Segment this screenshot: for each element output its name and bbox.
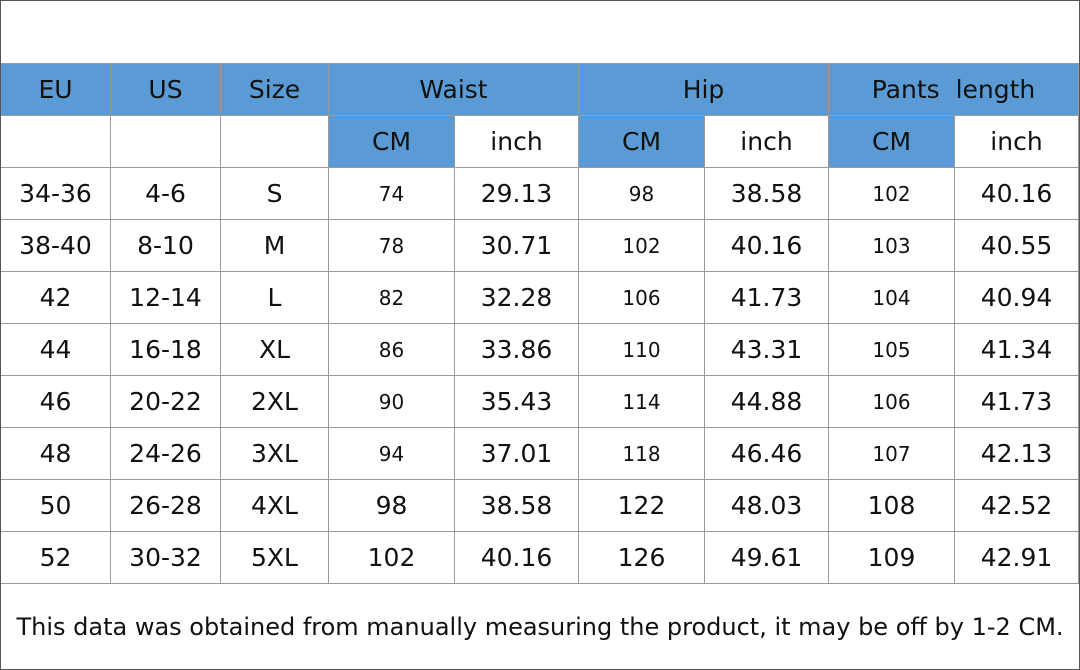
- table-cell: 2XL: [221, 376, 329, 428]
- table-cell: 40.94: [955, 272, 1079, 324]
- table-cell: 8-10: [111, 220, 221, 272]
- table-cell: 86: [329, 324, 455, 376]
- table-cell: 82: [329, 272, 455, 324]
- table-cell: 4-6: [111, 168, 221, 220]
- table-cell: 32.28: [455, 272, 579, 324]
- table-cell: 98: [579, 168, 705, 220]
- table-cell: 52: [1, 532, 111, 584]
- unit-header: inch: [455, 116, 579, 168]
- unit-header: CM: [579, 116, 705, 168]
- table-cell: 46: [1, 376, 111, 428]
- table-cell: 50: [1, 480, 111, 532]
- unit-header: CM: [329, 116, 455, 168]
- table-cell: 109: [829, 532, 955, 584]
- table-cell: 108: [829, 480, 955, 532]
- table-cell: 24-26: [111, 428, 221, 480]
- table-cell: 44.88: [705, 376, 829, 428]
- table-cell: 12-14: [111, 272, 221, 324]
- table-cell: 126: [579, 532, 705, 584]
- table-cell: 102: [579, 220, 705, 272]
- measurement-note: This data was obtained from manually mea…: [16, 612, 1064, 641]
- table-cell: 42.91: [955, 532, 1079, 584]
- table-cell: 114: [579, 376, 705, 428]
- column-header: Hip: [579, 64, 829, 116]
- table-cell: 30-32: [111, 532, 221, 584]
- table-cell: 74: [329, 168, 455, 220]
- table-cell: 102: [829, 168, 955, 220]
- empty-cell: [111, 116, 221, 168]
- table-cell: 103: [829, 220, 955, 272]
- column-header: Waist: [329, 64, 579, 116]
- unit-header: CM: [829, 116, 955, 168]
- empty-cell: [221, 116, 329, 168]
- table-cell: 40.16: [455, 532, 579, 584]
- table-cell: 90: [329, 376, 455, 428]
- table-cell: 110: [579, 324, 705, 376]
- table-cell: S: [221, 168, 329, 220]
- column-header: Pants length: [829, 64, 1079, 116]
- table-cell: 38.58: [455, 480, 579, 532]
- table-cell: 44: [1, 324, 111, 376]
- table-cell: 106: [579, 272, 705, 324]
- table-cell: 46.46: [705, 428, 829, 480]
- table-cell: 102: [329, 532, 455, 584]
- column-header: Size: [221, 64, 329, 116]
- unit-header: inch: [705, 116, 829, 168]
- table-cell: 104: [829, 272, 955, 324]
- table-cell: 49.61: [705, 532, 829, 584]
- top-band: [1, 1, 1079, 64]
- table-cell: 5XL: [221, 532, 329, 584]
- table-cell: 20-22: [111, 376, 221, 428]
- table-cell: 105: [829, 324, 955, 376]
- table-cell: 26-28: [111, 480, 221, 532]
- table-cell: 42: [1, 272, 111, 324]
- table-cell: M: [221, 220, 329, 272]
- table-cell: 106: [829, 376, 955, 428]
- table-cell: 107: [829, 428, 955, 480]
- table-cell: 41.73: [705, 272, 829, 324]
- table-cell: 37.01: [455, 428, 579, 480]
- table-cell: 33.86: [455, 324, 579, 376]
- table-cell: 30.71: [455, 220, 579, 272]
- table-cell: 29.13: [455, 168, 579, 220]
- table-cell: 40.55: [955, 220, 1079, 272]
- table-cell: 38-40: [1, 220, 111, 272]
- column-header: EU: [1, 64, 111, 116]
- table-cell: 41.73: [955, 376, 1079, 428]
- table-cell: 98: [329, 480, 455, 532]
- table-cell: 122: [579, 480, 705, 532]
- empty-cell: [1, 116, 111, 168]
- table-cell: 41.34: [955, 324, 1079, 376]
- table-cell: 43.31: [705, 324, 829, 376]
- table-cell: 34-36: [1, 168, 111, 220]
- table-cell: 35.43: [455, 376, 579, 428]
- table-cell: 4XL: [221, 480, 329, 532]
- table-cell: 48: [1, 428, 111, 480]
- table-cell: L: [221, 272, 329, 324]
- table-cell: 42.13: [955, 428, 1079, 480]
- table-cell: 16-18: [111, 324, 221, 376]
- table-cell: 118: [579, 428, 705, 480]
- table-cell: 78: [329, 220, 455, 272]
- column-header: US: [111, 64, 221, 116]
- table-cell: 3XL: [221, 428, 329, 480]
- table-cell: 48.03: [705, 480, 829, 532]
- table-cell: 40.16: [955, 168, 1079, 220]
- table-cell: 42.52: [955, 480, 1079, 532]
- table-cell: 40.16: [705, 220, 829, 272]
- unit-header: inch: [955, 116, 1079, 168]
- table-cell: 94: [329, 428, 455, 480]
- table-cell: XL: [221, 324, 329, 376]
- table-cell: 38.58: [705, 168, 829, 220]
